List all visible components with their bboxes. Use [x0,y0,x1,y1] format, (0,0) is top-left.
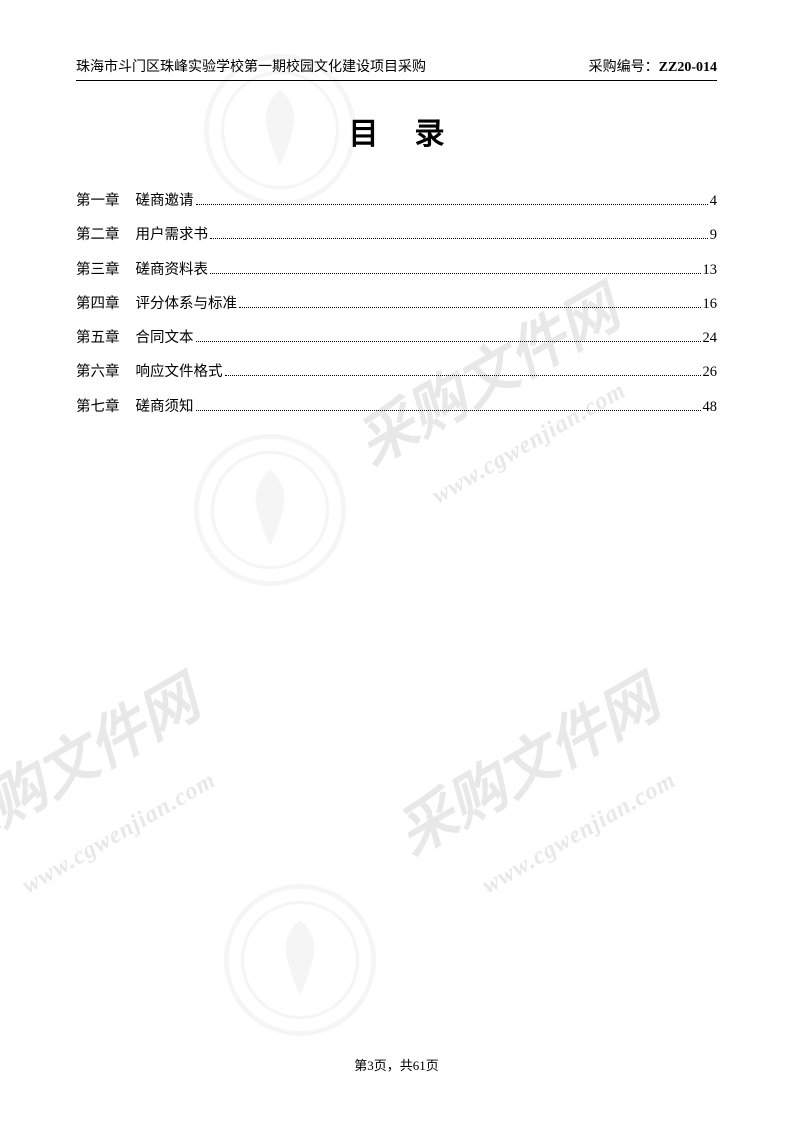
header-right: 采购编号：ZZ20-014 [589,56,717,76]
toc-row: 第四章评分体系与标准 16 [76,294,717,314]
toc-chapter: 第二章 [76,225,120,245]
header-right-label: 采购编号： [589,60,659,75]
toc-chapter: 第三章 [76,260,120,280]
toc-row: 第六章响应文件格式 26 [76,362,717,382]
toc-dots [196,410,701,411]
toc-dots [196,341,701,342]
watermark-text-url: www.cgwenjian.com [478,767,681,900]
toc-dots [210,273,701,274]
toc-page: 4 [710,191,717,211]
watermark-logo [190,430,350,590]
toc-chapter: 第四章 [76,294,120,314]
toc-page: 24 [703,328,718,348]
toc-chapter: 第七章 [76,397,120,417]
toc-dots [210,238,708,239]
watermark-text-url: www.cgwenjian.com [18,767,221,900]
toc-title: 合同文本 [136,328,194,348]
toc-row: 第三章磋商资料表 13 [76,260,717,280]
header-line: 珠海市斗门区珠峰实验学校第一期校园文化建设项目采购 采购编号：ZZ20-014 [76,56,717,81]
toc-row: 第七章磋商须知 48 [76,397,717,417]
toc-title: 用户需求书 [136,225,209,245]
toc-row: 第五章合同文本 24 [76,328,717,348]
toc-page: 13 [703,260,718,280]
watermark-text-cn: 采购文件网 [378,653,671,871]
toc-title: 磋商须知 [136,397,194,417]
toc-page: 9 [710,225,717,245]
header-right-code: ZZ20-014 [659,60,717,75]
toc-title: 响应文件格式 [136,362,223,382]
toc-title: 评分体系与标准 [136,294,238,314]
toc-page: 26 [703,362,718,382]
toc-chapter: 第五章 [76,328,120,348]
toc-chapter: 第六章 [76,362,120,382]
watermark-logo [220,880,380,1040]
toc-page: 16 [703,294,718,314]
toc-chapter: 第一章 [76,191,120,211]
toc-dots [239,307,701,308]
header-left: 珠海市斗门区珠峰实验学校第一期校园文化建设项目采购 [76,56,426,76]
toc-dots [196,204,708,205]
toc-row: 第二章用户需求书 9 [76,225,717,245]
toc-page: 48 [703,397,718,417]
toc-row: 第一章磋商邀请 4 [76,191,717,211]
toc-title: 磋商邀请 [136,191,194,211]
page-title: 目录 [76,109,717,153]
watermark-text-cn: 采购文件网 [0,653,212,871]
toc-dots [225,375,701,376]
page-content: 珠海市斗门区珠峰实验学校第一期校园文化建设项目采购 采购编号：ZZ20-014 … [0,0,793,417]
table-of-contents: 第一章磋商邀请4第二章用户需求书9第三章磋商资料表13第四章评分体系与标准16第… [76,191,717,417]
toc-title: 磋商资料表 [136,260,209,280]
page-footer: 第3页，共61页 [0,1055,793,1074]
